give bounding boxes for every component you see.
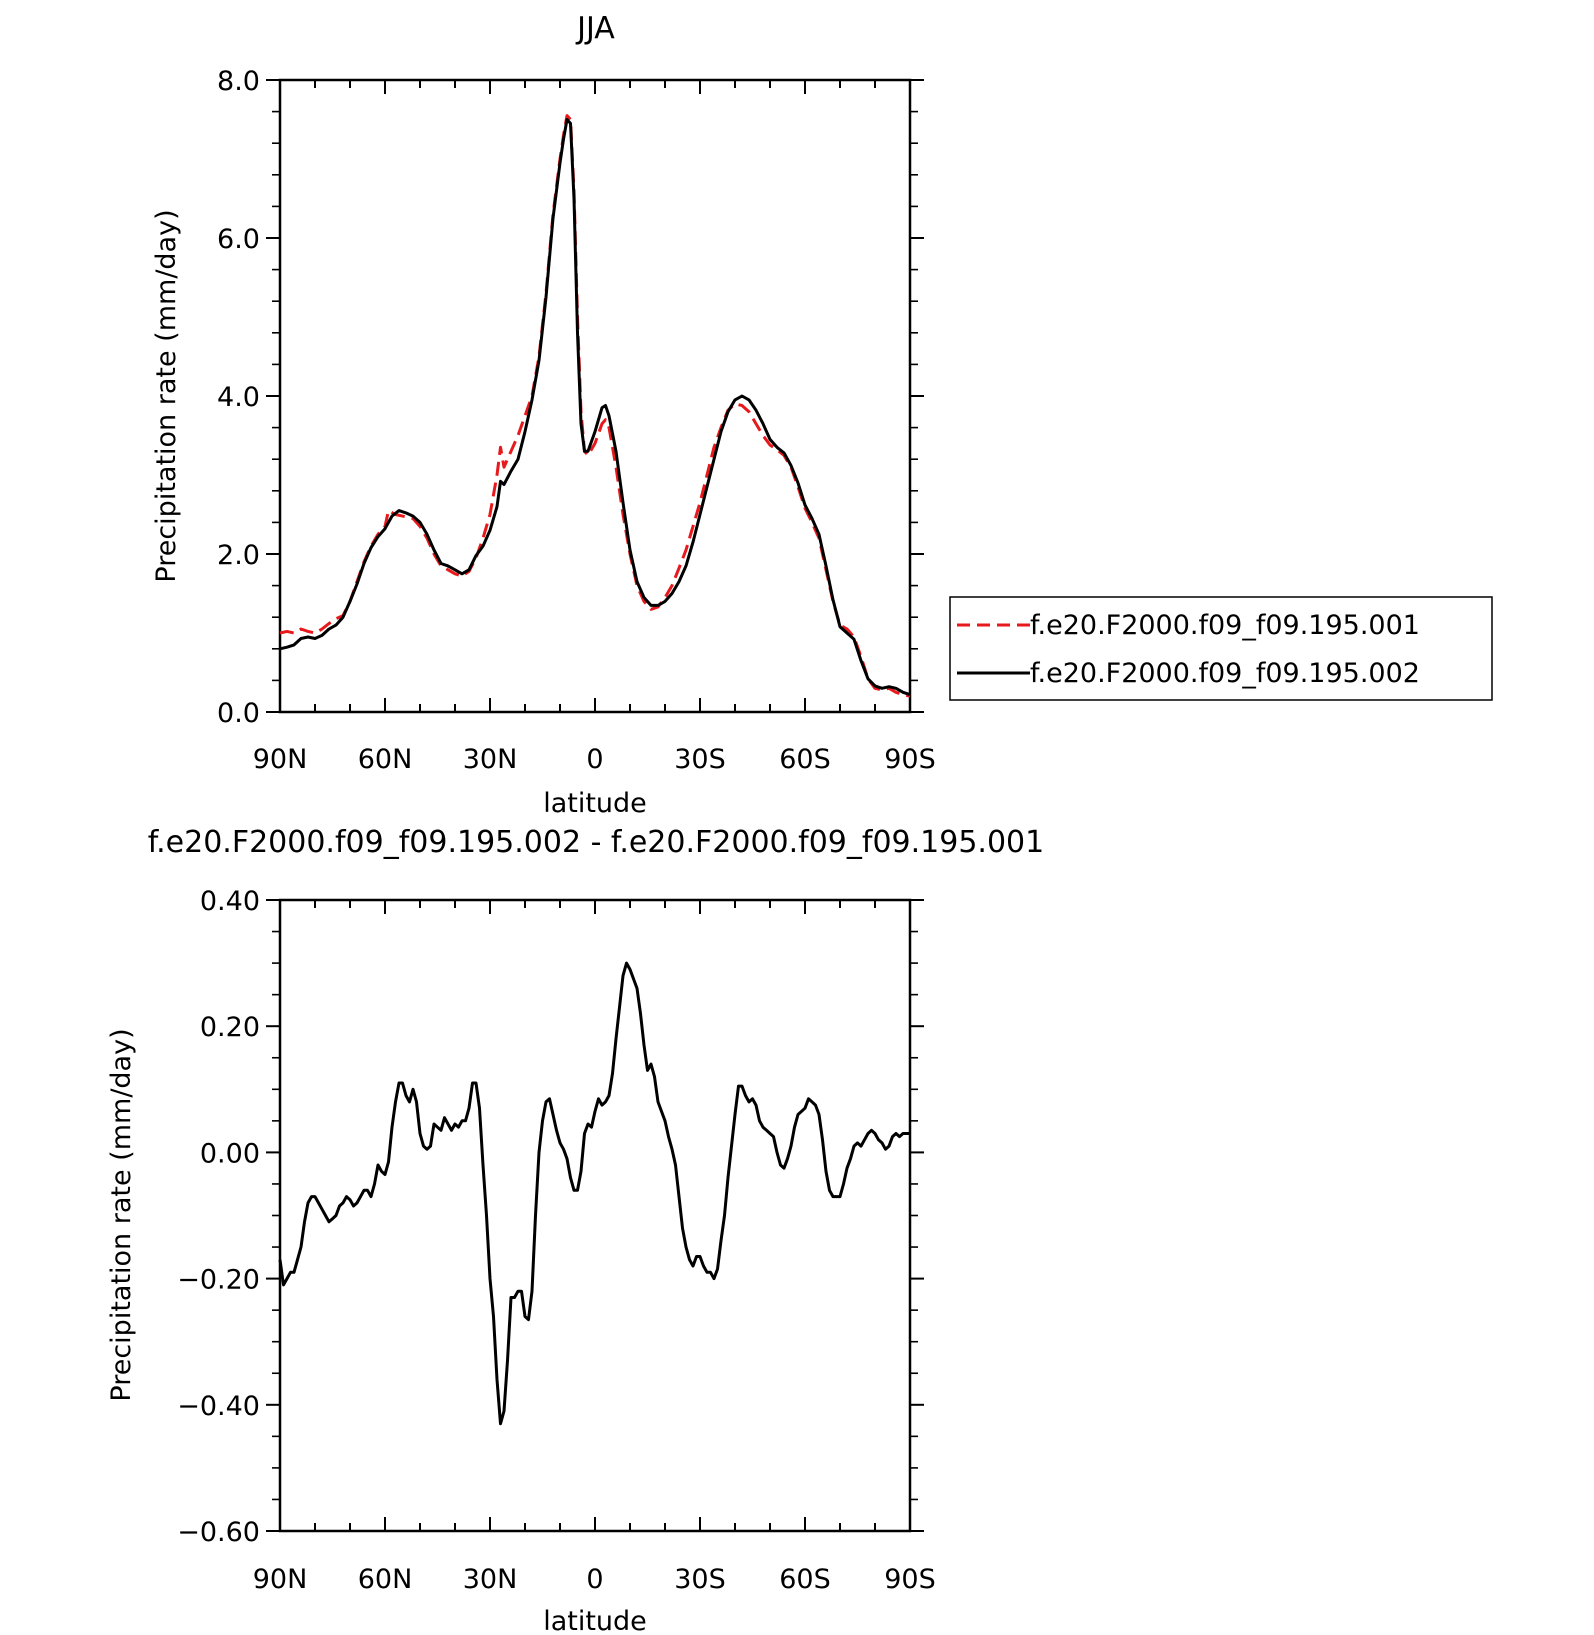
series-group	[279, 114, 911, 698]
legend-entry-series-1: f.e20.F2000.f09_f09.195.001	[1030, 610, 1420, 641]
legend: f.e20.F2000.f09_f09.195.001 f.e20.F2000.…	[949, 596, 1493, 701]
x-tick-label: 60N	[358, 1564, 413, 1595]
x-tick-label: 90N	[253, 1564, 308, 1595]
precip-panel: JJA 90N 60N 30N 0 30S 60S 90S 0.02.04.06.08.0 …	[151, 11, 1493, 819]
difference-panel: f.e20.F2000.f09_f09.195.002 - f.e20.F200…	[106, 825, 1044, 1635]
plot-frame	[278, 898, 912, 1533]
x-tick-label: 60S	[779, 1564, 831, 1595]
x-tick-label: 30N	[463, 744, 518, 775]
y-tick-label: −0.20	[177, 1265, 260, 1296]
y-axis-label: Precipitation rate (mm/day)	[106, 1028, 137, 1401]
x-tick-label: 90S	[884, 744, 936, 775]
x-tick-label: 30S	[674, 1564, 726, 1595]
y-tick-labels: 0.0 2.0 4.0 6.0 8.0	[217, 66, 260, 729]
plot-frame	[278, 78, 912, 714]
chart-title: JJA	[575, 11, 615, 46]
x-tick-label: 0	[586, 744, 603, 775]
y-tick-labels: −0.60 −0.40 −0.20 0.00 0.20 0.40	[177, 886, 260, 1548]
x-tick-labels: 90N 60N 30N 0 30S 60S 90S	[253, 744, 936, 775]
legend-entry-series-2: f.e20.F2000.f09_f09.195.002	[1030, 658, 1420, 689]
y-tick-label: 4.0	[217, 382, 260, 413]
x-axis-label: latitude	[543, 788, 647, 819]
axis-ticks	[266, 899, 924, 1532]
y-tick-label: 0.40	[200, 886, 260, 917]
y-tick-label: 2.0	[217, 540, 260, 571]
series-line-1	[278, 961, 910, 1426]
x-tick-label: 30S	[674, 744, 726, 775]
difference-title: f.e20.F2000.f09_f09.195.002 - f.e20.F200…	[148, 825, 1044, 860]
x-tick-label: 90S	[884, 1564, 936, 1595]
y-axis-label: Precipitation rate (mm/day)	[151, 209, 182, 582]
y-tick-label: −0.60	[177, 1517, 260, 1548]
y-tick-label: 6.0	[217, 224, 260, 255]
y-tick-label: 0.0	[217, 698, 260, 729]
series-group	[278, 961, 910, 1426]
x-tick-label: 0	[586, 1564, 603, 1595]
x-tick-label: 90N	[253, 744, 308, 775]
series-line-1	[279, 114, 911, 698]
y-tick-label: −0.40	[177, 1391, 260, 1422]
x-tick-labels: 90N 60N 30N 0 30S 60S 90S	[253, 1564, 936, 1595]
x-axis-label: latitude	[543, 1606, 647, 1635]
x-tick-label: 60S	[779, 744, 831, 775]
axis-ticks	[266, 79, 924, 713]
series-line-2	[279, 118, 911, 697]
y-tick-label: 0.20	[200, 1012, 260, 1043]
y-tick-label: 0.00	[200, 1138, 260, 1169]
y-tick-label: 8.0	[217, 66, 260, 97]
legend-box	[949, 596, 1493, 701]
x-tick-label: 60N	[358, 744, 413, 775]
x-tick-label: 30N	[463, 1564, 518, 1595]
